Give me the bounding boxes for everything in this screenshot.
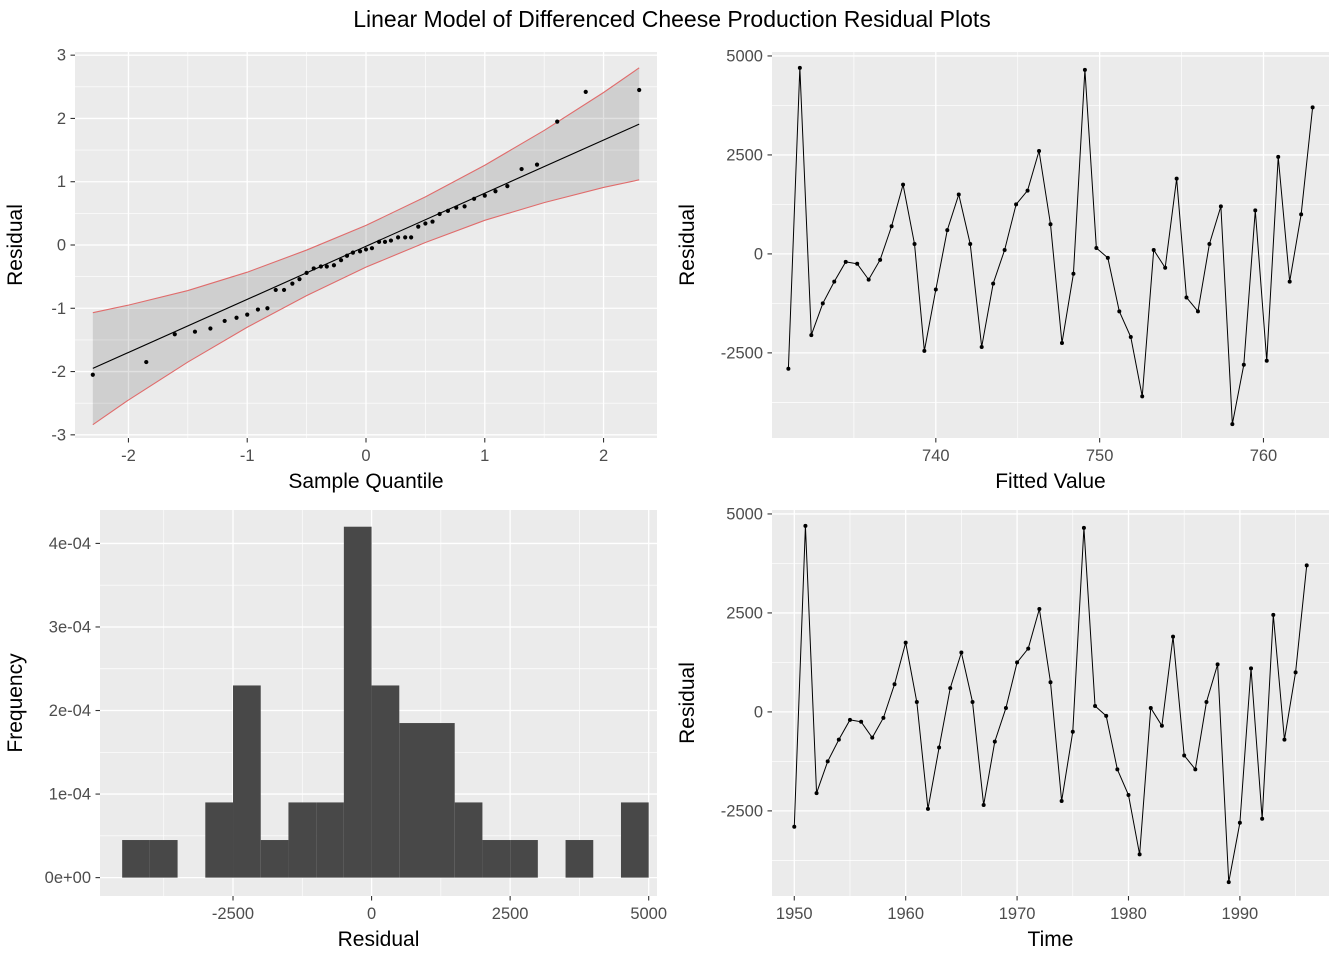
svg-text:1970: 1970 bbox=[999, 905, 1036, 923]
svg-text:0: 0 bbox=[754, 703, 763, 721]
qq-plot: -2 -1 0 1 2 -3 -2 -1 0 1 2 3 Sample Quantile Residual bbox=[4, 47, 657, 493]
svg-text:-1: -1 bbox=[51, 300, 66, 318]
svg-text:5000: 5000 bbox=[726, 47, 763, 65]
figure-title: Linear Model of Differenced Cheese Produ… bbox=[353, 6, 991, 32]
svg-text:-2500: -2500 bbox=[721, 802, 763, 820]
svg-text:Frequency: Frequency bbox=[4, 653, 27, 753]
svg-text:2e-04: 2e-04 bbox=[49, 702, 91, 720]
svg-text:1960: 1960 bbox=[887, 905, 924, 923]
svg-text:4e-04: 4e-04 bbox=[49, 535, 91, 553]
svg-text:5000: 5000 bbox=[726, 505, 763, 523]
svg-text:-2: -2 bbox=[51, 363, 66, 381]
svg-text:2500: 2500 bbox=[726, 604, 763, 622]
svg-text:0: 0 bbox=[57, 237, 66, 255]
svg-text:-2500: -2500 bbox=[721, 344, 763, 362]
svg-text:760: 760 bbox=[1250, 447, 1278, 465]
svg-text:2500: 2500 bbox=[726, 146, 763, 164]
svg-text:750: 750 bbox=[1086, 447, 1114, 465]
svg-text:Fitted Value: Fitted Value bbox=[995, 470, 1106, 493]
residuals-vs-time-plot: 1950 1960 1970 1980 1990 -2500 0 2500 5000 Time Re… bbox=[676, 505, 1329, 951]
residual-histogram: -2500 0 2500 5000 0e+00 1e-04 2e-04 3e-04 4e-04 R… bbox=[4, 510, 667, 951]
svg-text:Residual: Residual bbox=[676, 662, 699, 744]
svg-text:Time: Time bbox=[1028, 928, 1074, 951]
svg-text:5000: 5000 bbox=[630, 905, 667, 923]
svg-text:1950: 1950 bbox=[776, 905, 813, 923]
residuals-vs-fitted-plot: 740 750 760 -2500 0 2500 5000 Fitted Value Resid… bbox=[676, 47, 1329, 493]
svg-text:0: 0 bbox=[754, 245, 763, 263]
svg-text:2: 2 bbox=[57, 110, 66, 128]
svg-text:0e+00: 0e+00 bbox=[45, 869, 91, 887]
svg-text:1: 1 bbox=[57, 173, 66, 191]
svg-text:-2: -2 bbox=[121, 447, 136, 465]
plot-grid: -2 -1 0 1 2 -3 -2 -1 0 1 2 3 Sample Quantile Residual… bbox=[0, 42, 1344, 958]
svg-text:2: 2 bbox=[599, 447, 608, 465]
svg-text:Residual: Residual bbox=[676, 204, 699, 286]
svg-text:-2500: -2500 bbox=[212, 905, 254, 923]
svg-text:3: 3 bbox=[57, 47, 66, 65]
svg-text:740: 740 bbox=[922, 447, 950, 465]
svg-text:0: 0 bbox=[361, 447, 370, 465]
svg-text:Residual: Residual bbox=[338, 928, 420, 951]
svg-text:1980: 1980 bbox=[1110, 905, 1147, 923]
svg-text:1e-04: 1e-04 bbox=[49, 786, 91, 804]
svg-text:0: 0 bbox=[367, 905, 376, 923]
svg-text:2500: 2500 bbox=[492, 905, 529, 923]
svg-text:Residual: Residual bbox=[4, 204, 27, 286]
svg-text:3e-04: 3e-04 bbox=[49, 618, 91, 636]
svg-text:1990: 1990 bbox=[1222, 905, 1259, 923]
svg-text:-1: -1 bbox=[240, 447, 255, 465]
svg-text:-3: -3 bbox=[51, 426, 66, 444]
svg-text:Sample Quantile: Sample Quantile bbox=[288, 470, 443, 493]
svg-text:1: 1 bbox=[480, 447, 489, 465]
